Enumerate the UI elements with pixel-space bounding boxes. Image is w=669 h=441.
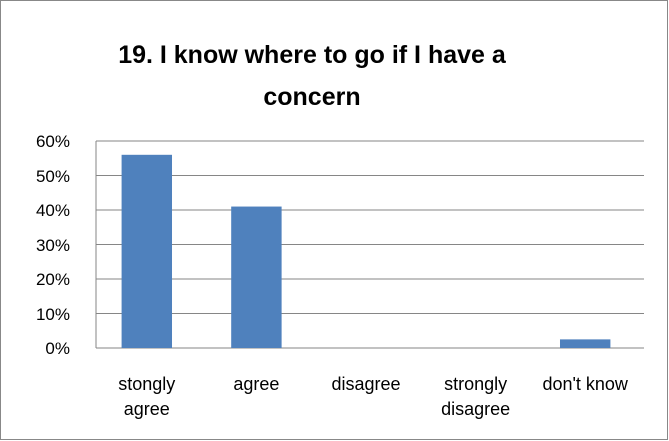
x-tick-label: stongly agree	[118, 374, 176, 419]
y-tick-label: 10%	[35, 304, 70, 324]
bar	[121, 154, 173, 348]
x-tick-label: don't know	[542, 374, 628, 394]
y-tick-label: 40%	[35, 201, 70, 220]
x-tick-label: disagree	[331, 374, 401, 394]
y-tick-label: 50%	[35, 166, 70, 186]
x-tick-label: strongly disagree	[441, 374, 511, 419]
y-tick-label: 60%	[35, 132, 70, 151]
bar	[231, 206, 282, 348]
y-tick-label: 0%	[45, 339, 70, 358]
x-tick-label: agree	[233, 374, 280, 394]
chart-title: 19. I know where to go if I have a conce…	[118, 41, 506, 111]
bar	[559, 339, 611, 348]
y-tick-label: 20%	[35, 270, 70, 289]
y-tick-label: 30%	[35, 235, 70, 255]
